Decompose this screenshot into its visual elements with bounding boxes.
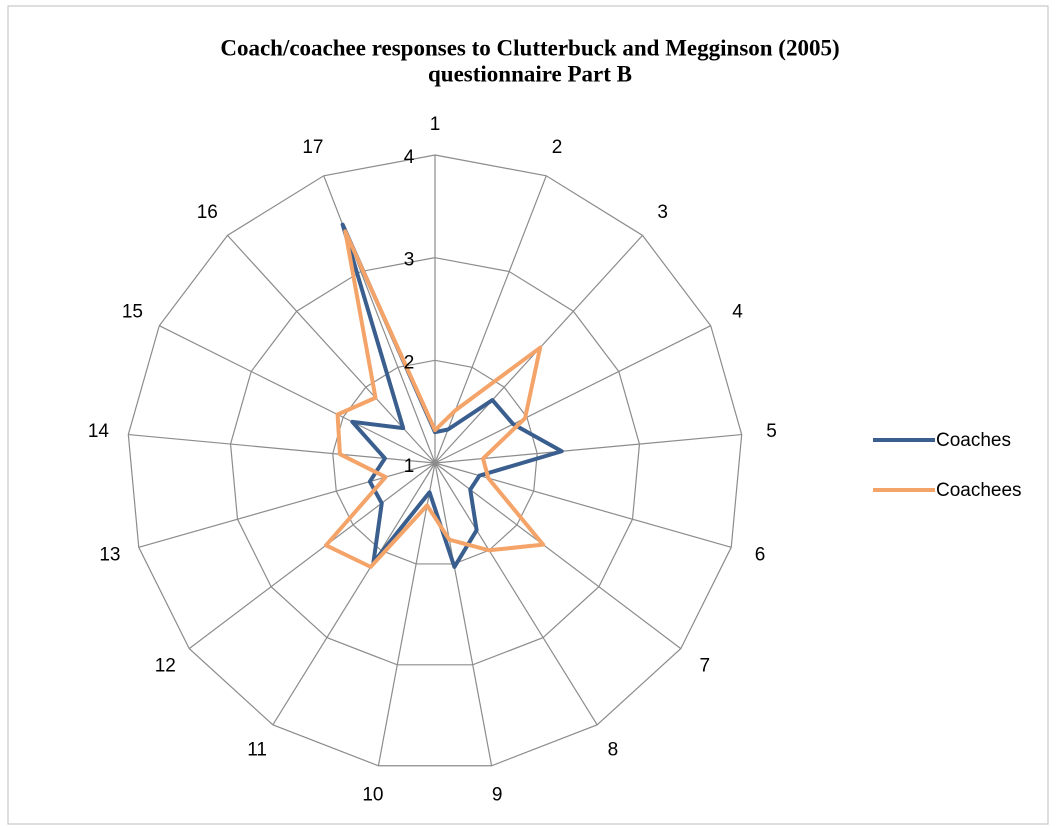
category-label: 5 <box>766 421 777 442</box>
category-label: 9 <box>492 784 503 805</box>
spoke <box>434 462 493 766</box>
category-label: 4 <box>732 301 743 322</box>
chart-title: questionnaire Part B <box>428 61 632 86</box>
grid-ring <box>127 154 743 767</box>
spoke <box>377 462 436 766</box>
legend-label: Coachees <box>936 480 1022 501</box>
chart-title: Coach/coachee responses to Clutterbuck a… <box>220 35 839 60</box>
category-label: 2 <box>552 137 563 158</box>
category-label: 1 <box>430 114 441 135</box>
category-label: 14 <box>88 421 110 442</box>
legend-label: Coaches <box>936 430 1011 451</box>
spoke <box>272 462 436 726</box>
category-label: 8 <box>608 739 619 760</box>
spoke <box>434 175 547 464</box>
spoke <box>188 462 436 650</box>
category-label: 13 <box>99 545 120 566</box>
category-label: 15 <box>122 301 143 322</box>
spoke <box>434 462 598 726</box>
r-tick-label: 3 <box>404 250 415 271</box>
category-label: 17 <box>302 137 323 158</box>
category-label: 10 <box>362 784 383 805</box>
spoke <box>159 325 436 464</box>
r-tick-label: 2 <box>404 352 415 373</box>
category-label: 7 <box>699 656 710 677</box>
chart-border <box>7 5 1049 825</box>
r-tick-label: 4 <box>404 147 415 168</box>
spoke <box>434 462 682 650</box>
category-label: 16 <box>197 202 218 223</box>
category-label: 6 <box>755 545 766 566</box>
category-label: 11 <box>247 739 267 760</box>
category-label: 12 <box>155 656 176 677</box>
series-line <box>324 229 546 569</box>
category-label: 3 <box>657 202 668 223</box>
r-tick-label: 1 <box>404 456 415 477</box>
spoke <box>434 462 732 548</box>
spoke <box>434 325 711 464</box>
grid-ring <box>229 257 641 666</box>
